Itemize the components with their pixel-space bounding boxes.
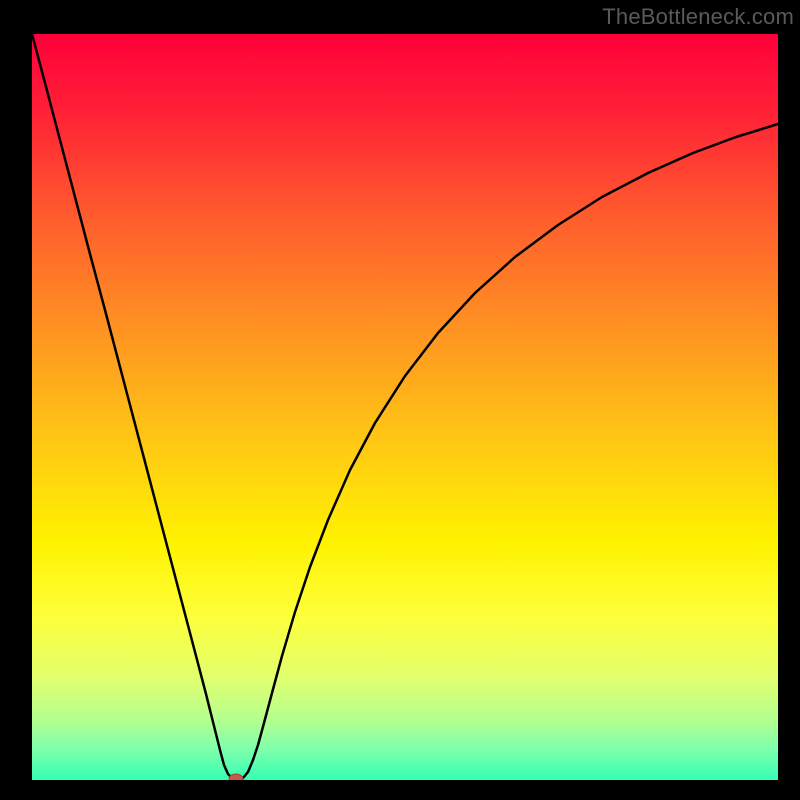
chart-svg bbox=[0, 0, 800, 800]
gradient-background bbox=[32, 34, 778, 780]
chart-frame: TheBottleneck.com bbox=[0, 0, 800, 800]
watermark-text: TheBottleneck.com bbox=[602, 4, 794, 30]
